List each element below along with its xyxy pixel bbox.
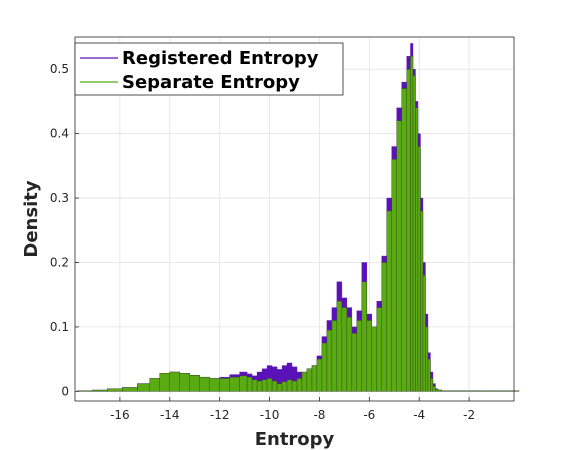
y-tick-label: 0.5	[50, 62, 69, 76]
bar-separate	[406, 69, 411, 392]
bar-separate	[246, 376, 253, 392]
bar-separate	[107, 388, 123, 392]
x-tick-label: -2	[463, 408, 475, 422]
bar-separate	[427, 358, 431, 392]
bar-separate	[396, 120, 402, 392]
x-tick-label: -16	[110, 408, 130, 422]
bar-separate	[381, 262, 387, 392]
bar-separate	[326, 329, 333, 392]
y-axis-label: Density	[21, 180, 42, 257]
bar-separate	[306, 368, 313, 392]
bar-separate	[493, 390, 520, 392]
bar-separate	[77, 390, 93, 392]
bar-separate	[316, 358, 323, 392]
bar-separate	[425, 326, 429, 392]
bar-separate	[179, 373, 190, 392]
bar-separate	[386, 210, 392, 392]
bar-separate	[346, 317, 353, 392]
bar-separate	[271, 380, 278, 392]
bar-separate	[256, 380, 263, 392]
bar-separate	[366, 320, 373, 392]
bar-separate	[266, 378, 273, 392]
legend-box	[74, 42, 344, 96]
bar-separate	[437, 389, 442, 392]
bar-separate	[229, 376, 240, 392]
bar-separate	[261, 379, 268, 392]
legend: Registered Entropy Separate Entropy	[74, 42, 344, 96]
bar-separate	[239, 375, 248, 392]
bar-separate	[189, 375, 200, 392]
bar-separate	[420, 210, 424, 392]
bar-separate	[341, 307, 348, 392]
bar-separate	[122, 387, 138, 392]
bar-separate	[351, 333, 358, 392]
bar-separate	[435, 389, 439, 392]
bar-separate	[321, 342, 328, 392]
bar-separate	[410, 56, 414, 392]
bar-separate	[169, 371, 180, 392]
x-tick-label: -6	[363, 408, 375, 422]
bar-separate	[276, 383, 283, 392]
bars	[77, 43, 520, 392]
x-tick-label: -8	[313, 408, 325, 422]
bar-separate	[92, 389, 108, 392]
y-tick-label: 0	[61, 384, 69, 398]
bar-separate	[422, 275, 426, 392]
bar-separate	[301, 371, 308, 392]
bar-separate	[475, 390, 495, 392]
bar-separate	[291, 380, 298, 392]
bar-separate	[401, 88, 407, 392]
bar-separate	[415, 107, 419, 392]
x-tick-label: -12	[210, 408, 230, 422]
y-tick-label: 0.4	[50, 127, 69, 141]
bar-separate	[432, 385, 436, 392]
bar-separate	[251, 379, 258, 392]
bar-separate	[376, 307, 383, 392]
bar-separate	[371, 326, 378, 392]
bar-separate	[281, 381, 288, 392]
bar-separate	[137, 383, 151, 392]
bar-separate	[219, 378, 230, 392]
bar-separate	[159, 373, 170, 392]
bar-separate	[336, 300, 343, 392]
legend-label-registered: Registered Entropy	[122, 48, 319, 69]
bar-separate	[199, 376, 210, 392]
plot-area-frame	[74, 36, 515, 402]
bar-separate	[412, 75, 416, 392]
bar-separate	[450, 390, 464, 392]
bar-separate	[311, 365, 318, 392]
x-tick-label: -14	[160, 408, 180, 422]
x-tick-label: -10	[260, 408, 280, 422]
y-tick-label: 0.3	[50, 191, 69, 205]
bar-separate	[361, 281, 368, 392]
y-tick-label: 0.1	[50, 320, 69, 334]
x-tick-label: -4	[413, 408, 425, 422]
legend-label-separate: Separate Entropy	[122, 72, 300, 93]
bar-separate	[391, 159, 397, 392]
tick-labels: -16 -14 -12 -10 -8 -6 -4 -2 0 0.1 0.2 0.3 0.4 0.5	[50, 62, 475, 422]
bar-separate	[441, 390, 451, 392]
bar-separate	[430, 378, 434, 392]
bar-separate	[209, 378, 220, 392]
bar-separate	[149, 378, 161, 392]
x-axis-label: Entropy	[255, 429, 335, 450]
bar-separate	[296, 378, 303, 392]
bar-separate	[417, 146, 421, 392]
bar-separate	[356, 320, 363, 392]
bar-separate	[462, 390, 476, 392]
bar-separate	[331, 320, 338, 392]
y-tick-label: 0.2	[50, 255, 69, 269]
bar-separate	[286, 379, 293, 392]
